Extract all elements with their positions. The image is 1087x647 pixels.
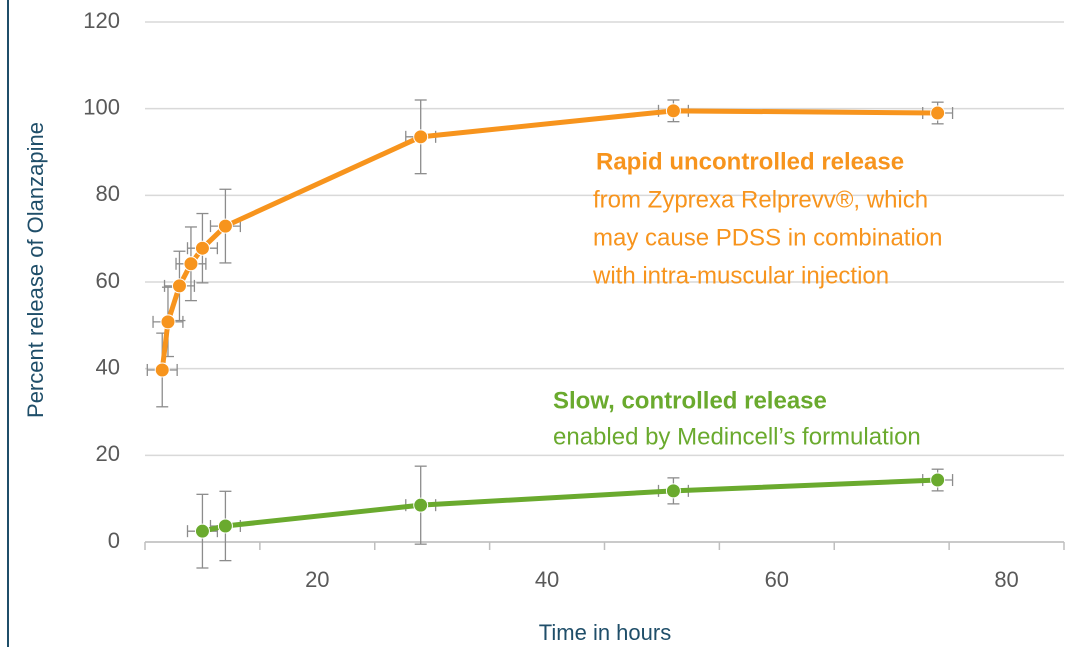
y-axis-label: Percent release of Olanzapine [23,122,48,418]
point [930,105,946,121]
annotation-line: may cause PDSS in combination [593,224,943,251]
annotation-title: Slow, controlled release [553,387,827,414]
annotation-title: Rapid uncontrolled release [596,148,904,175]
x-axis-label: Time in hours [539,620,671,645]
point [665,103,681,119]
point [665,483,681,499]
y-tick-label: 0 [108,528,120,553]
annotation-line: with intra-muscular injection [592,262,889,289]
point [217,218,233,234]
point [194,523,210,539]
point [183,256,199,272]
y-tick-label: 100 [83,94,120,119]
point [171,278,187,294]
point [217,518,233,534]
y-tick-label: 40 [96,354,120,379]
point [160,314,176,330]
x-tick-label: 80 [994,567,1018,592]
annotation-line: from Zyprexa Relprevv®, which [593,186,928,213]
y-tick-label: 60 [96,268,120,293]
series-line [201,477,938,534]
y-tick-label: 80 [96,181,120,206]
annotation-line: enabled by Medincell’s formulation [553,423,921,450]
y-tick-label: 120 [83,8,120,33]
x-tick-label: 20 [305,567,329,592]
point [194,240,210,256]
point [154,362,170,378]
x-tick-label: 60 [765,567,789,592]
point [413,129,429,145]
x-tick-label: 40 [535,567,559,592]
y-tick-label: 20 [96,441,120,466]
point [930,472,946,488]
point [413,497,429,513]
